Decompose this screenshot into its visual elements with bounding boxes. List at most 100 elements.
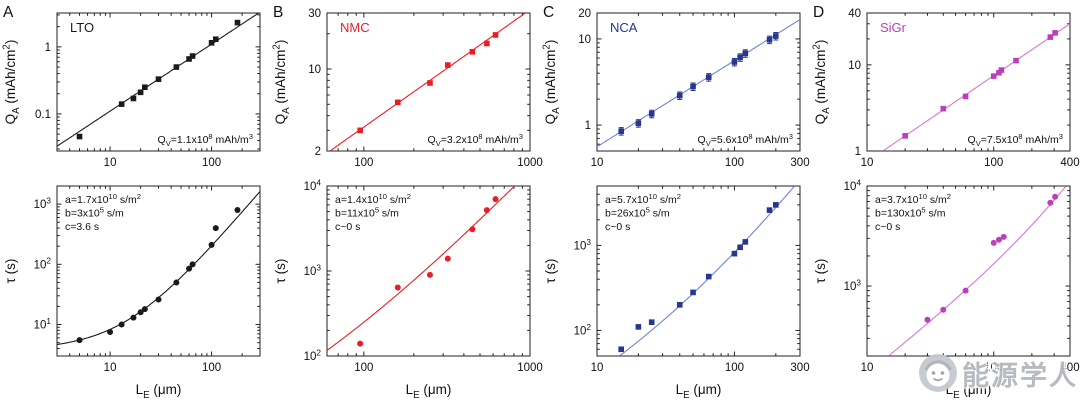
data-point — [1013, 57, 1019, 64]
column-panel-c: 10 100 300 1 10 20 QA (mAh/cm2) C NCA QV=5.6x108 … — [540, 0, 810, 402]
fit-line — [619, 185, 795, 356]
data-point — [1000, 233, 1007, 240]
data-point — [742, 239, 749, 245]
panel-letter: C — [543, 4, 554, 21]
annotation: a=1.4x1010 s/m2 — [335, 192, 411, 206]
data-point — [173, 279, 180, 286]
watermark: 能源学人 — [917, 352, 1078, 394]
x-tick-label: 100 — [354, 157, 373, 169]
plot-area: 100 1000 2 10 30 — [308, 8, 543, 169]
data-point — [394, 99, 401, 106]
data-point — [483, 207, 490, 214]
annotation: a=5.7x1010 s/m2 — [605, 192, 681, 206]
plot-area: 10 100 300 1 10 20 — [578, 8, 809, 169]
x-tick-label: 10 — [591, 362, 604, 374]
data-point — [155, 296, 162, 303]
annotation: c~0 s — [875, 221, 900, 233]
annotation: b=26x105 s/m — [605, 205, 670, 219]
annotation: QV=3.2x108 mAh/m3 — [428, 132, 523, 148]
panel-letter: B — [273, 4, 283, 21]
data-point — [737, 54, 743, 61]
y-tick-label: 10 — [848, 60, 861, 72]
data-point — [962, 93, 969, 100]
data-point — [705, 273, 712, 280]
data-point — [137, 89, 144, 96]
annotation: a=1.7x1010 s/m2 — [65, 192, 141, 206]
fit-line — [326, 185, 515, 351]
x-tick-label: 100 — [202, 157, 221, 169]
plot-frame — [596, 12, 801, 152]
data-point — [118, 321, 125, 328]
y-tick-label: 2 — [315, 146, 321, 158]
plot-area: 10 100 0.1 1 — [35, 12, 261, 169]
y-tick-label: 40 — [848, 8, 861, 20]
x-tick-label: 10 — [861, 157, 874, 169]
data-point — [427, 80, 433, 86]
panel-letter: D — [813, 4, 824, 21]
watermark-text: 能源学人 — [962, 360, 1078, 391]
data-point — [924, 316, 931, 323]
data-point — [173, 64, 180, 70]
y-tick-label: 102 — [574, 323, 592, 338]
y-axis-label: τ (s) — [543, 259, 558, 284]
data-point — [141, 306, 148, 313]
y-tick-label: 1 — [585, 120, 591, 132]
y-tick-label: 101 — [34, 317, 52, 332]
data-point — [690, 83, 696, 90]
material-label: LTO — [70, 20, 94, 35]
x-tick-label: 100 — [984, 362, 1003, 374]
data-point — [772, 33, 779, 39]
y-tick-label: 103 — [304, 263, 322, 278]
y-axis-label: QA (mAh/cm2) — [812, 40, 832, 125]
annotation: a=3.7x1010 s/m2 — [875, 192, 951, 206]
data-point — [208, 40, 215, 46]
data-point — [426, 271, 433, 278]
x-tick-label: 300 — [790, 157, 809, 169]
fit-line — [596, 19, 801, 148]
y-axis-label: τ (s) — [813, 259, 828, 284]
y-axis-label: τ (s) — [3, 259, 18, 284]
data-point — [234, 19, 241, 26]
plot-area: 10 100 101 102 103 — [34, 185, 261, 374]
y-tick-label: 104 — [844, 178, 862, 193]
plot-area: 10 100 400 103 104 — [844, 178, 1080, 374]
x-tick-label: 300 — [790, 362, 809, 374]
data-point — [107, 329, 114, 336]
y-tick-label: 102 — [34, 257, 52, 272]
plot-frame — [326, 12, 531, 152]
fit-line — [883, 23, 1071, 151]
chart-lto-time-constant: 10 100 101 102 103 τ (s) LE (μm) a=1.7x1010 s/m… — [3, 185, 261, 401]
data-point — [1052, 193, 1059, 200]
annotation: b=3x105 s/m — [65, 205, 124, 219]
column-panel-a: 10 100 0.1 1 QA (mAh/cm2) A LTO QV=1.1x108 mAh/… — [0, 0, 270, 402]
y-tick-label: 103 — [574, 238, 592, 253]
data-point — [142, 84, 148, 91]
data-point — [492, 32, 499, 38]
data-point — [902, 133, 908, 139]
data-point — [189, 53, 196, 59]
watermark-logo-icon — [919, 354, 957, 392]
annotation: QV=5.6x108 mAh/m3 — [698, 132, 793, 148]
data-point — [118, 101, 125, 107]
x-tick-label: 1000 — [517, 157, 543, 169]
data-point — [635, 324, 642, 330]
material-label: SiGr — [880, 20, 907, 35]
data-point — [1047, 34, 1054, 40]
y-tick-label: 0.1 — [35, 109, 51, 121]
data-point — [492, 196, 499, 203]
data-point — [990, 239, 997, 246]
data-point — [186, 56, 192, 62]
data-point — [394, 284, 401, 291]
y-tick-label: 20 — [578, 8, 591, 20]
x-axis-label: LE (μm) — [136, 382, 182, 401]
data-point — [484, 40, 490, 47]
data-point — [155, 76, 162, 82]
data-point — [444, 255, 451, 262]
y-axis-label: QA (mAh/cm2) — [272, 40, 292, 125]
chart-nmc-areal-capacity: 100 1000 2 10 30 QA (mAh/cm2) B NMC QV=3.2x108 m… — [272, 4, 543, 169]
y-axis-label: QA (mAh/cm2) — [2, 40, 22, 125]
plot-area: 10 100 300 102 103 — [574, 185, 810, 374]
